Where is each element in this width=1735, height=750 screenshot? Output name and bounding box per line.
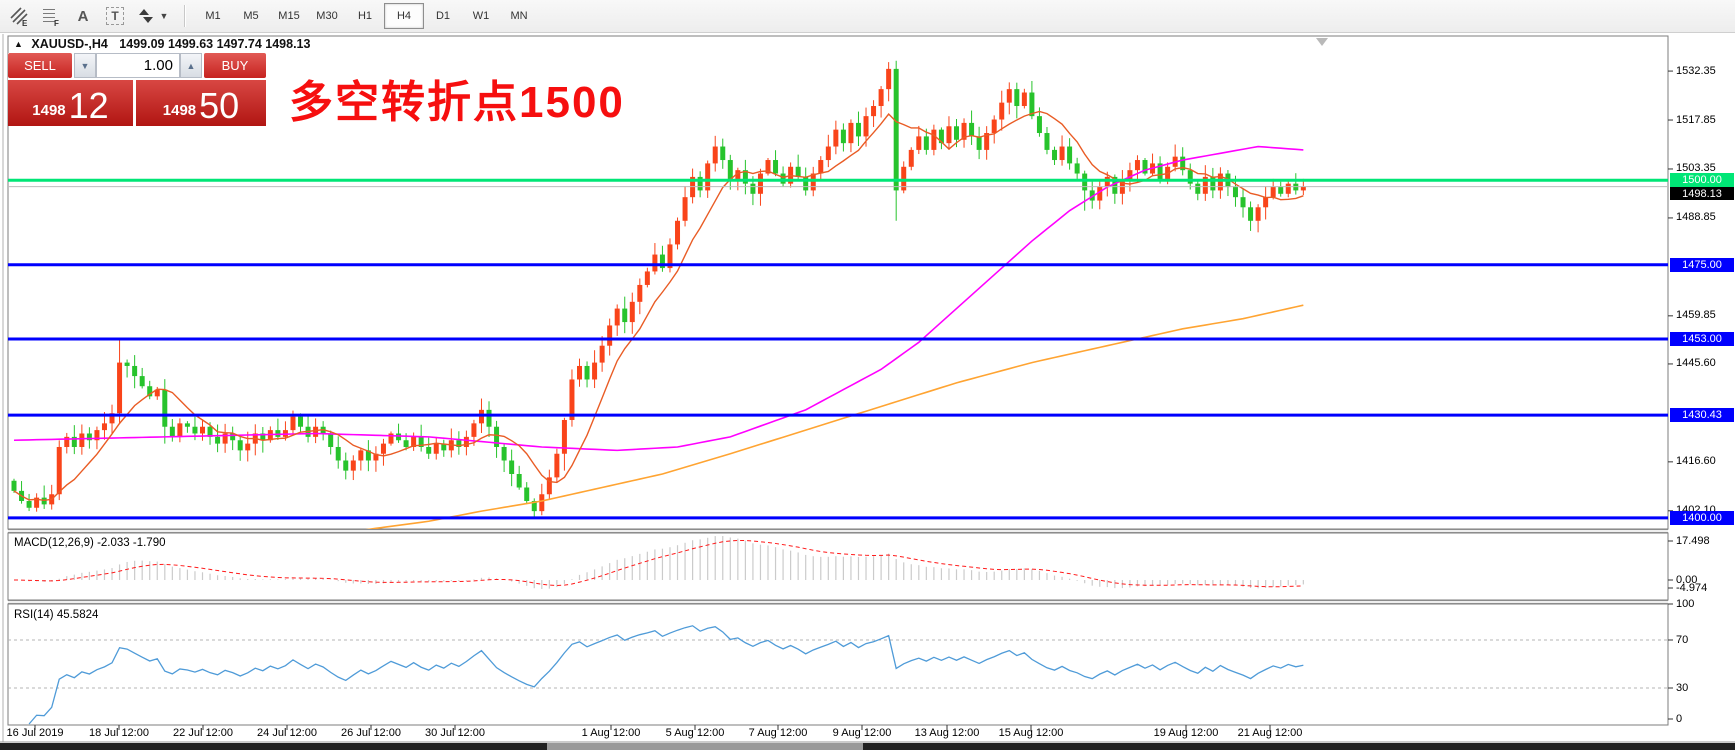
timeframe-button-w1[interactable]: W1: [472, 10, 490, 22]
trade-controls-row: SELL ▼ ▲ BUY: [8, 53, 266, 78]
date-axis-label: 18 Jul 12:00: [89, 727, 149, 739]
date-axis-label: 13 Aug 12:00: [914, 727, 980, 739]
price-tick-label: 1517.85: [1676, 113, 1716, 126]
timeframe-button-d1[interactable]: D1: [435, 10, 451, 22]
date-axis-label: 7 Aug 12:00: [748, 727, 808, 739]
level-price-box: 1430.43: [1670, 408, 1734, 423]
price-tick-label: 1532.35: [1676, 64, 1716, 77]
macd-axis-label: 17.498: [1676, 535, 1710, 547]
rsi-axis-label: 30: [1676, 681, 1689, 694]
timeframe-button-mn[interactable]: MN: [510, 10, 528, 22]
cycle-arrows-icon[interactable]: ▼: [134, 4, 172, 28]
date-axis-label: 15 Aug 12:00: [998, 727, 1064, 739]
hatch-expert-icon[interactable]: E: [6, 4, 32, 28]
scrollbar-segment[interactable]: [863, 743, 1735, 750]
ma-slow-line: [353, 304, 1304, 533]
symbol-period-label: XAUUSD-,H4: [31, 37, 108, 51]
timeframe-button-m5[interactable]: M5: [243, 10, 259, 22]
timeframe-button-m30[interactable]: M30: [316, 10, 338, 22]
buy-price-base: 1498: [162, 102, 197, 119]
ma-mid-line: [13, 145, 1304, 452]
macd-axis-label: 0.00: [1676, 574, 1698, 586]
date-axis-label: 26 Jul 12:00: [341, 727, 401, 739]
rsi-label: RSI(14) 45.5824: [14, 609, 99, 621]
ma-fast-line: [13, 110, 1304, 502]
date-axis-label: 16 Jul 2019: [6, 727, 64, 739]
price-tick-label: 1459.85: [1676, 309, 1716, 322]
date-axis-label: 5 Aug 12:00: [665, 727, 725, 739]
scrollbar-segment[interactable]: [0, 743, 547, 750]
volume-dropdown-button[interactable]: ▼: [74, 53, 96, 78]
rsi-axis-label: 100: [1676, 597, 1695, 610]
buy-button[interactable]: BUY: [204, 53, 266, 78]
date-axis-label: 24 Jul 12:00: [257, 727, 317, 739]
buy-price-panel[interactable]: 1498 50: [136, 80, 266, 126]
price-tick-label: 1503.35: [1676, 162, 1716, 175]
macd-signal-line: [13, 539, 1304, 588]
rsi-axis-label: 70: [1676, 633, 1689, 646]
collapse-arrow-icon[interactable]: ▲: [14, 39, 23, 49]
date-axis-label: 21 Aug 12:00: [1237, 727, 1303, 739]
price-tick-label: 1445.60: [1676, 357, 1716, 370]
date-axis-label: 22 Jul 12:00: [173, 727, 233, 739]
timeframe-bar: M1 M5 M15 M30 H1 H4 D1 W1 MN: [194, 3, 538, 29]
sell-price-base: 1498: [32, 102, 66, 119]
price-tick-label: 1488.85: [1676, 211, 1716, 224]
date-axis-label: 1 Aug 12:00: [581, 727, 641, 739]
sell-button[interactable]: SELL: [8, 53, 72, 78]
horizontal-scrollbar[interactable]: [0, 743, 1735, 750]
timeframe-button-m15[interactable]: M15: [278, 10, 300, 22]
macd-panel-splitter[interactable]: [8, 529, 1668, 533]
macd-label: MACD(12,26,9) -2.033 -1.790: [14, 537, 166, 549]
volume-increase-button[interactable]: ▲: [180, 53, 202, 78]
level-price-box: 1500.00: [1670, 173, 1734, 188]
ohlc-values: 1499.09 1499.63 1497.74 1498.13: [119, 37, 311, 51]
rsi-line: [28, 625, 1304, 725]
chart-title: ▲ XAUUSD-,H4 1499.09 1499.63 1497.74 149…: [14, 37, 310, 51]
macd-histogram: [20, 536, 1304, 590]
sell-price-panel[interactable]: 1498 12: [8, 80, 133, 126]
level-price-box: 1453.00: [1670, 331, 1734, 346]
rsi-panel-splitter[interactable]: [8, 600, 1668, 604]
text-box-icon[interactable]: T: [102, 4, 128, 28]
timeframe-button-h1[interactable]: H1: [357, 10, 373, 22]
svg-text:E: E: [22, 19, 28, 27]
sell-price-pips: 12: [68, 85, 109, 126]
level-price-box: 1475.00: [1670, 257, 1734, 272]
date-axis-label: 9 Aug 12:00: [832, 727, 892, 739]
toolbar: E F A T ▼ M1 M5 M15 M30 H1 H4 D1 W: [0, 0, 1735, 33]
date-axis-label: 30 Jul 12:00: [425, 727, 485, 739]
level-price-box: 1400.00: [1670, 510, 1734, 525]
price-tick-label: 1416.60: [1676, 455, 1716, 468]
chart-shift-marker-icon[interactable]: [1316, 38, 1328, 46]
svg-text:F: F: [54, 19, 59, 27]
one-click-trade-panel: SELL ▼ ▲ BUY 1498 12 1498 50: [8, 53, 266, 126]
dropdown-caret-icon: ▼: [159, 11, 169, 21]
toolbar-separator: [184, 5, 186, 27]
macd-axis-label: -4.974: [1676, 582, 1708, 594]
rsi-axis-label: 0: [1676, 712, 1683, 725]
grid-fibo-icon[interactable]: F: [38, 4, 64, 28]
timeframe-button-m1[interactable]: M1: [205, 10, 221, 22]
date-axis-label: 19 Aug 12:00: [1153, 727, 1219, 739]
current-price-box: 1498.13: [1670, 187, 1734, 201]
text-label-icon[interactable]: A: [77, 7, 89, 25]
timeframe-button-h4[interactable]: H4: [384, 3, 424, 29]
buy-price-pips: 50: [199, 85, 240, 126]
chart-annotation-text: 多空转折点1500: [289, 78, 625, 127]
volume-input[interactable]: [96, 53, 180, 78]
